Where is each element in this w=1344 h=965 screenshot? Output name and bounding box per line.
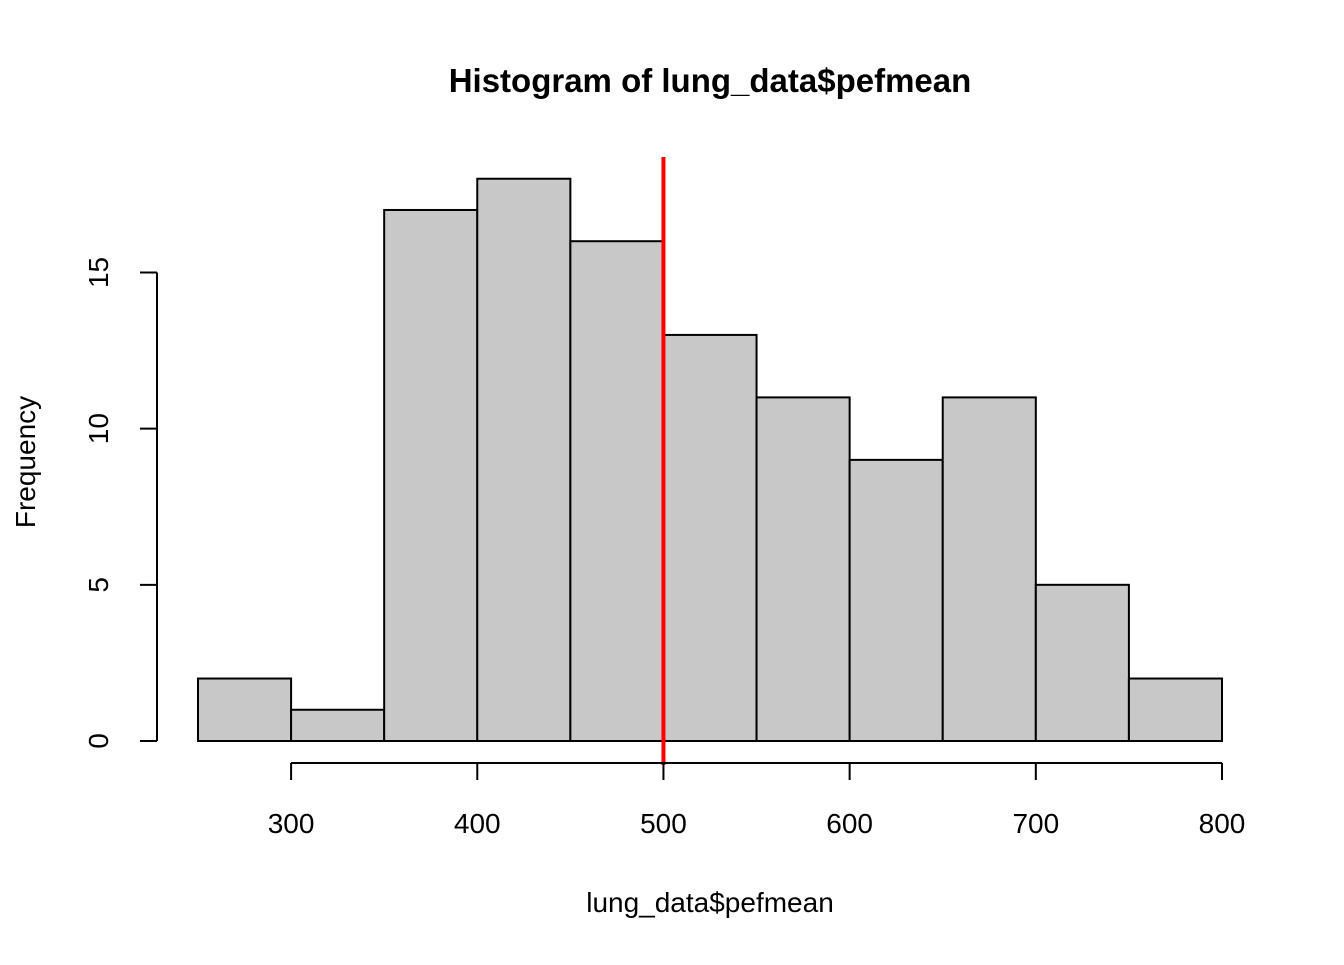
x-tick-label: 400 <box>454 808 501 839</box>
x-tick-label: 500 <box>640 808 687 839</box>
y-tick-label: 10 <box>83 413 114 444</box>
x-axis: 300 400 500 600 700 800 <box>268 762 1246 839</box>
histogram-bar <box>662 333 758 742</box>
histogram-bar <box>755 396 851 742</box>
histogram-bar <box>1034 583 1130 742</box>
histogram-bar <box>569 240 665 742</box>
x-tick-label: 600 <box>826 808 873 839</box>
x-tick-label: 700 <box>1012 808 1059 839</box>
histogram-bar <box>476 177 572 742</box>
x-tick-label: 300 <box>268 808 315 839</box>
histogram-bar <box>941 396 1037 742</box>
histogram-bar <box>197 677 293 742</box>
histogram-bar <box>383 208 479 742</box>
bars-group <box>197 177 1223 742</box>
histogram-bar <box>1127 677 1223 742</box>
histogram-bar <box>290 708 386 742</box>
x-axis-label: lung_data$pefmean <box>586 887 834 918</box>
y-tick-label: 5 <box>83 577 114 593</box>
x-tick-label: 800 <box>1199 808 1246 839</box>
y-axis-label: Frequency <box>10 396 41 528</box>
y-tick-label: 0 <box>83 733 114 749</box>
y-axis: 0 5 10 15 <box>83 257 158 749</box>
histogram-bar <box>848 458 944 742</box>
y-tick-label: 15 <box>83 257 114 288</box>
chart-title: Histogram of lung_data$pefmean <box>449 62 972 99</box>
